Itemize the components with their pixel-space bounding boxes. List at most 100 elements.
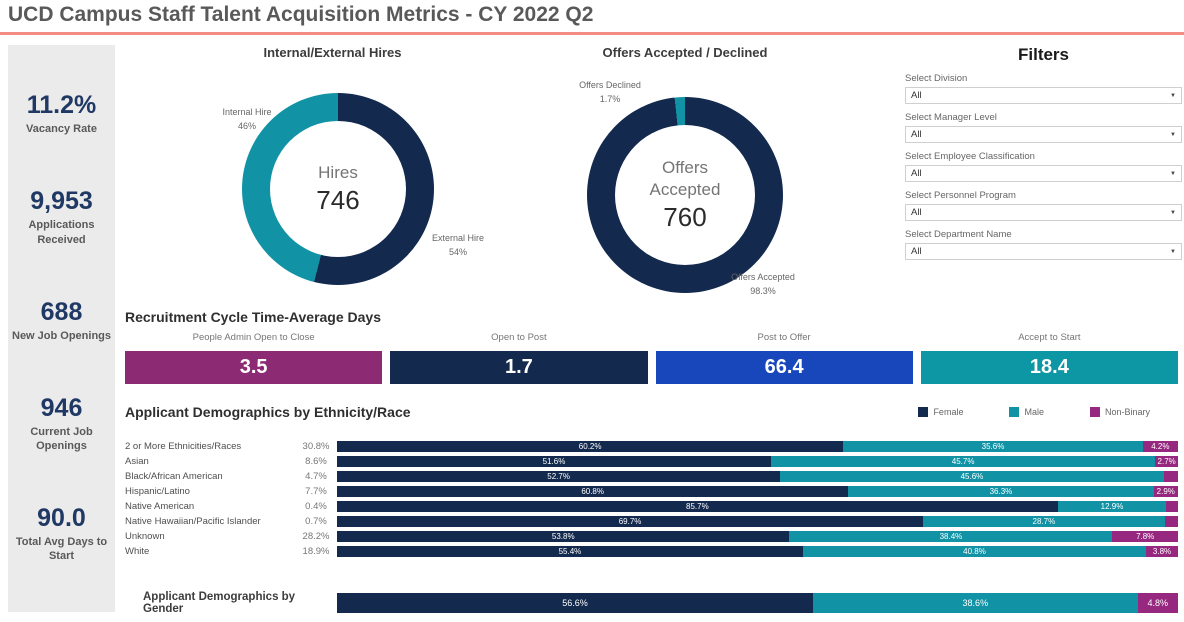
- filters-panel: Filters Select Division All ▼ Select Manage…: [905, 45, 1182, 260]
- bar-segment-male[interactable]: 40.8%: [802, 546, 1147, 557]
- bar-segment-female[interactable]: 56.6%: [337, 593, 813, 613]
- row-bar: 85.7% 12.9%: [337, 501, 1178, 512]
- chevron-down-icon[interactable]: ▼: [1170, 170, 1176, 177]
- bar-segment-male[interactable]: 28.7%: [923, 516, 1165, 527]
- bar-segment-male[interactable]: 36.3%: [848, 486, 1154, 497]
- bar-segment-non-binary[interactable]: 4.8%: [1137, 593, 1178, 613]
- ethnicity-row: Unknown 28.2% 53.8% 38.4% 7.8%: [125, 529, 1178, 544]
- legend-item[interactable]: Male: [1009, 407, 1044, 417]
- kpi-value: 11.2%: [26, 91, 97, 120]
- bar-segment-male[interactable]: 45.7%: [770, 456, 1156, 467]
- ethnicity-demographics-chart: Applicant Demographics by Ethnicity/Race…: [125, 404, 1178, 559]
- row-bar: 51.6% 45.7% 2.7%: [337, 456, 1178, 467]
- filter-label: Select Department Name: [905, 229, 1012, 240]
- row-share: 18.9%: [302, 546, 330, 557]
- donut-center-value: 746: [316, 185, 360, 216]
- filter-dropdown[interactable]: All ▼: [905, 204, 1182, 221]
- hires-donut[interactable]: Hires 746: [242, 93, 434, 285]
- row-share: 7.7%: [305, 486, 327, 497]
- filter-item: Select Employee Classification All ▼: [905, 151, 1182, 182]
- kpi-value: 688: [40, 297, 83, 326]
- row-bar: 52.7% 45.6%: [337, 471, 1178, 482]
- bar-segment-female[interactable]: 60.2%: [337, 441, 844, 452]
- cycle-bar-label: Open to Post: [491, 332, 547, 343]
- ethnicity-header: Applicant Demographics by Ethnicity/Race…: [125, 404, 1178, 420]
- gender-demographics-chart: Applicant Demographics by Gender 56.6% 38…: [125, 591, 1178, 615]
- bar-segment-non-binary[interactable]: 3.8%: [1146, 546, 1178, 557]
- filter-label: Select Manager Level: [905, 112, 997, 123]
- bar-segment-female[interactable]: 52.7%: [337, 471, 781, 482]
- cycle-bar[interactable]: 18.4: [920, 351, 1178, 384]
- bar-segment-non-binary[interactable]: 7.8%: [1112, 531, 1178, 542]
- bar-segment-male[interactable]: 38.4%: [789, 531, 1113, 542]
- filter-selected-value: All: [911, 246, 922, 257]
- chevron-down-icon[interactable]: ▼: [1170, 92, 1176, 99]
- donut-center-label: Hires: [318, 162, 358, 182]
- cycle-bar[interactable]: 1.7: [390, 351, 648, 384]
- cycle-column: People Admin Open to Close 3.5: [125, 332, 383, 384]
- chevron-down-icon[interactable]: ▼: [1170, 131, 1176, 138]
- bar-segment-male[interactable]: 45.6%: [780, 471, 1164, 482]
- row-share: 0.4%: [305, 501, 327, 512]
- bar-segment-non-binary[interactable]: [1166, 501, 1178, 512]
- cycle-bars: People Admin Open to Close 3.5 Open to Pos…: [125, 332, 1178, 384]
- kpi-sidebar: 11.2% Vacancy Rate 9,953 Applications Recei…: [8, 45, 115, 612]
- legend-swatch: [1089, 407, 1100, 417]
- row-share: 0.7%: [305, 516, 327, 527]
- bar-segment-female[interactable]: 60.8%: [337, 486, 849, 497]
- filter-dropdown[interactable]: All ▼: [905, 243, 1182, 260]
- row-label: Native Hawaiian/Pacific Islander: [125, 516, 261, 527]
- bar-segment-male[interactable]: 35.6%: [843, 441, 1143, 452]
- cycle-column: Accept to Start 18.4: [920, 332, 1178, 384]
- ethnicity-row: Hispanic/Latino 7.7% 60.8% 36.3% 2.9%: [125, 484, 1178, 499]
- filter-selected-value: All: [911, 207, 922, 218]
- bar-segment-female[interactable]: 55.4%: [337, 546, 803, 557]
- bar-segment-female[interactable]: 85.7%: [337, 501, 1058, 512]
- bar-segment-female[interactable]: 51.6%: [337, 456, 771, 467]
- kpi-block: 11.2% Vacancy Rate: [8, 93, 115, 136]
- legend-label: Non-Binary: [1104, 407, 1150, 417]
- row-label: White: [125, 546, 150, 557]
- gender-legend: Female Male Non-Binary: [918, 407, 1178, 417]
- legend-item[interactable]: Non-Binary: [1089, 407, 1150, 417]
- bar-segment-female[interactable]: 53.8%: [337, 531, 790, 542]
- filter-dropdown[interactable]: All ▼: [905, 87, 1182, 104]
- kpi-label: Vacancy Rate: [26, 123, 97, 136]
- bar-segment-non-binary[interactable]: 2.9%: [1153, 486, 1178, 497]
- kpi-block: 946 Current Job Openings: [8, 393, 115, 454]
- filter-label: Select Employee Classification: [905, 151, 1035, 162]
- bar-segment-male[interactable]: 12.9%: [1057, 501, 1167, 512]
- chevron-down-icon[interactable]: ▼: [1170, 209, 1176, 216]
- kpi-value: 90.0: [37, 504, 86, 533]
- filter-item: Select Personnel Program All ▼: [905, 190, 1182, 221]
- filter-label: Select Personnel Program: [905, 190, 1016, 201]
- filters-list: Select Division All ▼ Select Manager Level A…: [905, 73, 1182, 260]
- offers-donut[interactable]: Offers Accepted 760: [587, 97, 783, 293]
- cycle-bar[interactable]: 66.4: [655, 351, 913, 384]
- row-label: 2 or More Ethnicities/Races: [125, 441, 242, 452]
- row-bar: 60.8% 36.3% 2.9%: [337, 486, 1178, 497]
- chevron-down-icon[interactable]: ▼: [1170, 248, 1176, 255]
- bar-segment-non-binary[interactable]: 2.7%: [1155, 456, 1178, 467]
- legend-item[interactable]: Female: [918, 407, 963, 417]
- ethnicity-row: 2 or More Ethnicities/Races 30.8% 60.2% 35.…: [125, 439, 1178, 454]
- bar-segment-male[interactable]: 38.6%: [813, 593, 1138, 613]
- kpi-value: 9,953: [30, 187, 93, 216]
- filter-dropdown[interactable]: All ▼: [905, 126, 1182, 143]
- cycle-bar-label: Post to Offer: [757, 332, 811, 343]
- bar-segment-non-binary[interactable]: [1163, 471, 1178, 482]
- bar-segment-non-binary[interactable]: 4.2%: [1142, 441, 1178, 452]
- filter-dropdown[interactable]: All ▼: [905, 165, 1182, 182]
- cycle-column: Open to Post 1.7: [390, 332, 648, 384]
- row-bar: 60.2% 35.6% 4.2%: [337, 441, 1178, 452]
- cycle-bar[interactable]: 3.5: [125, 351, 383, 384]
- filter-item: Select Department Name All ▼: [905, 229, 1182, 260]
- row-bar: 69.7% 28.7%: [337, 516, 1178, 527]
- bar-segment-non-binary[interactable]: [1164, 516, 1178, 527]
- bar-segment-female[interactable]: 69.7%: [337, 516, 924, 527]
- row-label: Asian: [125, 456, 149, 467]
- kpi-value: 946: [40, 393, 83, 422]
- chart-title: Offers Accepted / Declined: [602, 45, 768, 60]
- kpi-label: Total Avg Days to Start: [15, 536, 108, 563]
- internal-external-hires-chart: Internal/External Hires Hires 746 Intern…: [130, 45, 535, 303]
